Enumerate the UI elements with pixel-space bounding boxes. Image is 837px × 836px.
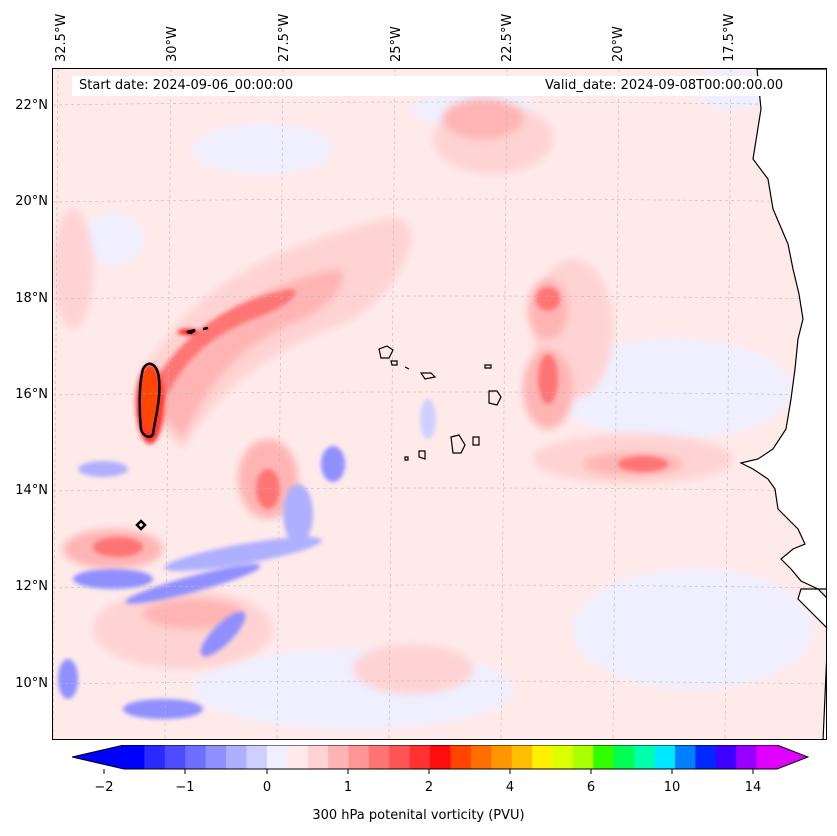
colorbar-tick-label: 1 <box>343 780 353 795</box>
colorbar-max-extension <box>777 745 808 769</box>
colorbar-tick-label: 14 <box>744 780 762 795</box>
african-coastline <box>739 69 826 739</box>
colorbar-tick-label: −2 <box>94 780 114 795</box>
colorbar-swatch <box>634 745 656 769</box>
lat-tick-label: 18°N <box>15 291 48 306</box>
colorbar-swatch <box>756 745 778 769</box>
colorbar <box>72 745 809 774</box>
colorbar-swatch <box>593 745 615 769</box>
lat-tick-label: 20°N <box>15 194 48 209</box>
lat-tick-label: 12°N <box>15 579 48 594</box>
lon-tick-label: 25°W <box>389 26 404 62</box>
colorbar-swatch <box>368 745 390 769</box>
lat-tick-label: 14°N <box>15 483 48 498</box>
colorbar-swatch <box>205 745 227 769</box>
colorbar-swatch <box>674 745 696 769</box>
lat-tick-label: 22°N <box>15 98 48 113</box>
lon-tick-label: 32.5°W <box>54 13 69 62</box>
colorbar-swatch <box>532 745 554 769</box>
colorbar-tick-label: 4 <box>505 780 515 795</box>
colorbar-swatch <box>654 745 676 769</box>
colorbar-tick-label: 0 <box>262 780 272 795</box>
colorbar-swatch <box>409 745 431 769</box>
graticule <box>53 69 826 739</box>
colorbar-tick-label: 10 <box>663 780 681 795</box>
colorbar-outline <box>72 745 809 770</box>
colorbar-swatch <box>552 745 574 769</box>
colorbar-tick-label: 6 <box>586 780 596 795</box>
colorbar-swatch <box>389 745 411 769</box>
lon-tick-label: 17.5°W <box>722 13 737 62</box>
colorbar-swatch <box>511 745 533 769</box>
colorbar-swatch <box>246 745 268 769</box>
negative-pv-streaks <box>58 399 436 719</box>
map-panel <box>52 68 827 740</box>
colorbar-swatch <box>328 745 349 769</box>
colorbar-swatch <box>266 745 288 769</box>
colorbar-swatch <box>307 745 329 769</box>
colorbar-swatch <box>348 745 370 769</box>
lon-tick-label: 27.5°W <box>277 13 292 62</box>
colorbar-swatch <box>695 745 717 769</box>
cape-verde-islands <box>378 345 502 461</box>
lon-tick-label: 20°W <box>611 26 626 62</box>
valid-date-label: Valid_date: 2024-09-08T00:00:00.00 <box>545 78 784 93</box>
pv-contour <box>135 326 209 531</box>
colorbar-swatch <box>287 745 309 769</box>
colorbar-tick-label: −1 <box>175 780 195 795</box>
colorbar-tick-label: 2 <box>424 780 434 795</box>
colorbar-swatch <box>144 745 166 769</box>
colorbar-swatch <box>164 745 186 769</box>
colorbar-swatch <box>715 745 737 769</box>
potential-vorticity-map <box>53 69 826 739</box>
colorbar-swatch <box>124 745 145 769</box>
date-info-bar <box>72 76 809 96</box>
colorbar-swatch <box>430 745 451 769</box>
start-date-label: Start date: 2024-09-06_00:00:00 <box>79 78 294 93</box>
colorbar-swatch <box>491 745 513 769</box>
colorbar-swatch <box>470 745 492 769</box>
colorbar-swatch <box>185 745 207 769</box>
colorbar-min-extension <box>72 745 124 769</box>
colorbar-swatch <box>736 745 758 769</box>
lon-tick-label: 30°W <box>165 26 180 62</box>
colorbar-swatch <box>226 745 247 769</box>
lon-tick-label: 22.5°W <box>500 13 515 62</box>
colorbar-swatch <box>613 745 635 769</box>
colorbar-swatch <box>572 745 594 769</box>
lat-tick-label: 16°N <box>15 387 48 402</box>
colorbar-swatch <box>450 745 472 769</box>
lat-tick-label: 10°N <box>15 676 48 691</box>
colorbar-label: 300 hPa potenital vorticity (PVU) <box>312 808 525 823</box>
